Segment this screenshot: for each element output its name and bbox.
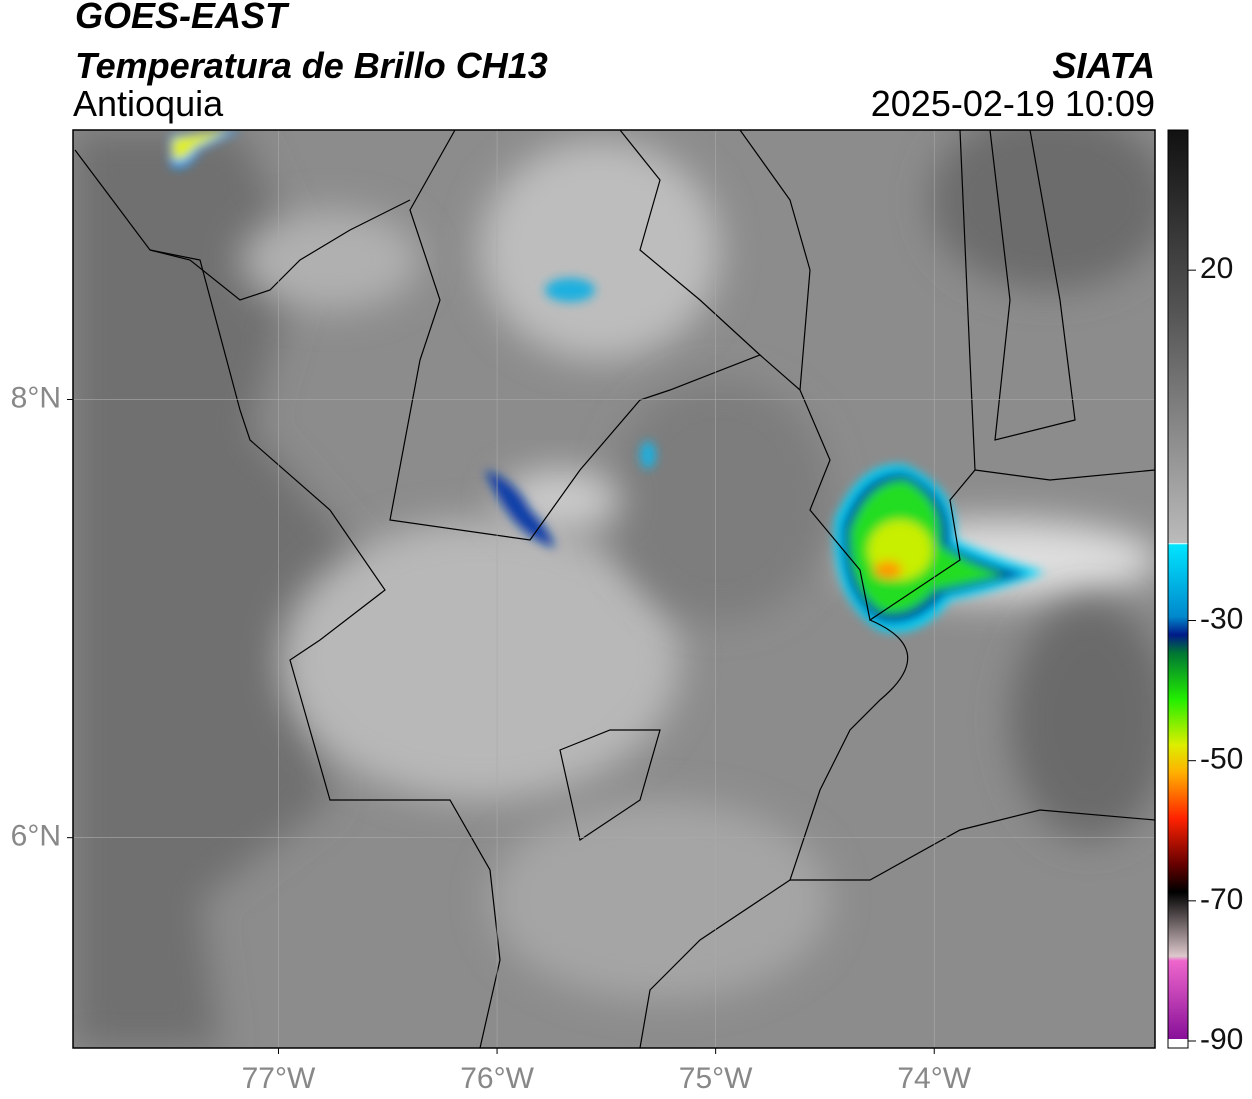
datetime-label: 2025-02-19 10:09 [871, 83, 1155, 124]
graticule [73, 130, 1155, 1048]
colorbar [1167, 129, 1189, 1049]
colorbar-tick-label: -30 [1200, 602, 1243, 635]
x-tick-label: 74°W [897, 1062, 971, 1095]
x-tick-label: 76°W [460, 1062, 534, 1095]
x-tick-label: 77°W [242, 1062, 316, 1095]
colorbar-tick-label: 20 [1200, 252, 1233, 285]
colorbar-tick-label: -90 [1200, 1023, 1243, 1056]
satellite-title: GOES-EAST [75, 0, 290, 36]
colorbar-tick-label: -50 [1200, 743, 1243, 776]
map-frame [72, 129, 1156, 1049]
source-label: SIATA [1052, 45, 1155, 86]
colorbar-tick-label: -70 [1200, 883, 1243, 916]
product-title: Temperatura de Brillo CH13 [75, 45, 548, 86]
y-tick-label: 6°N [11, 820, 61, 853]
y-tick-label: 8°N [11, 381, 61, 414]
satellite-image [73, 130, 1155, 1048]
x-tick-label: 75°W [679, 1062, 753, 1095]
region-label: Antioquia [73, 83, 224, 124]
